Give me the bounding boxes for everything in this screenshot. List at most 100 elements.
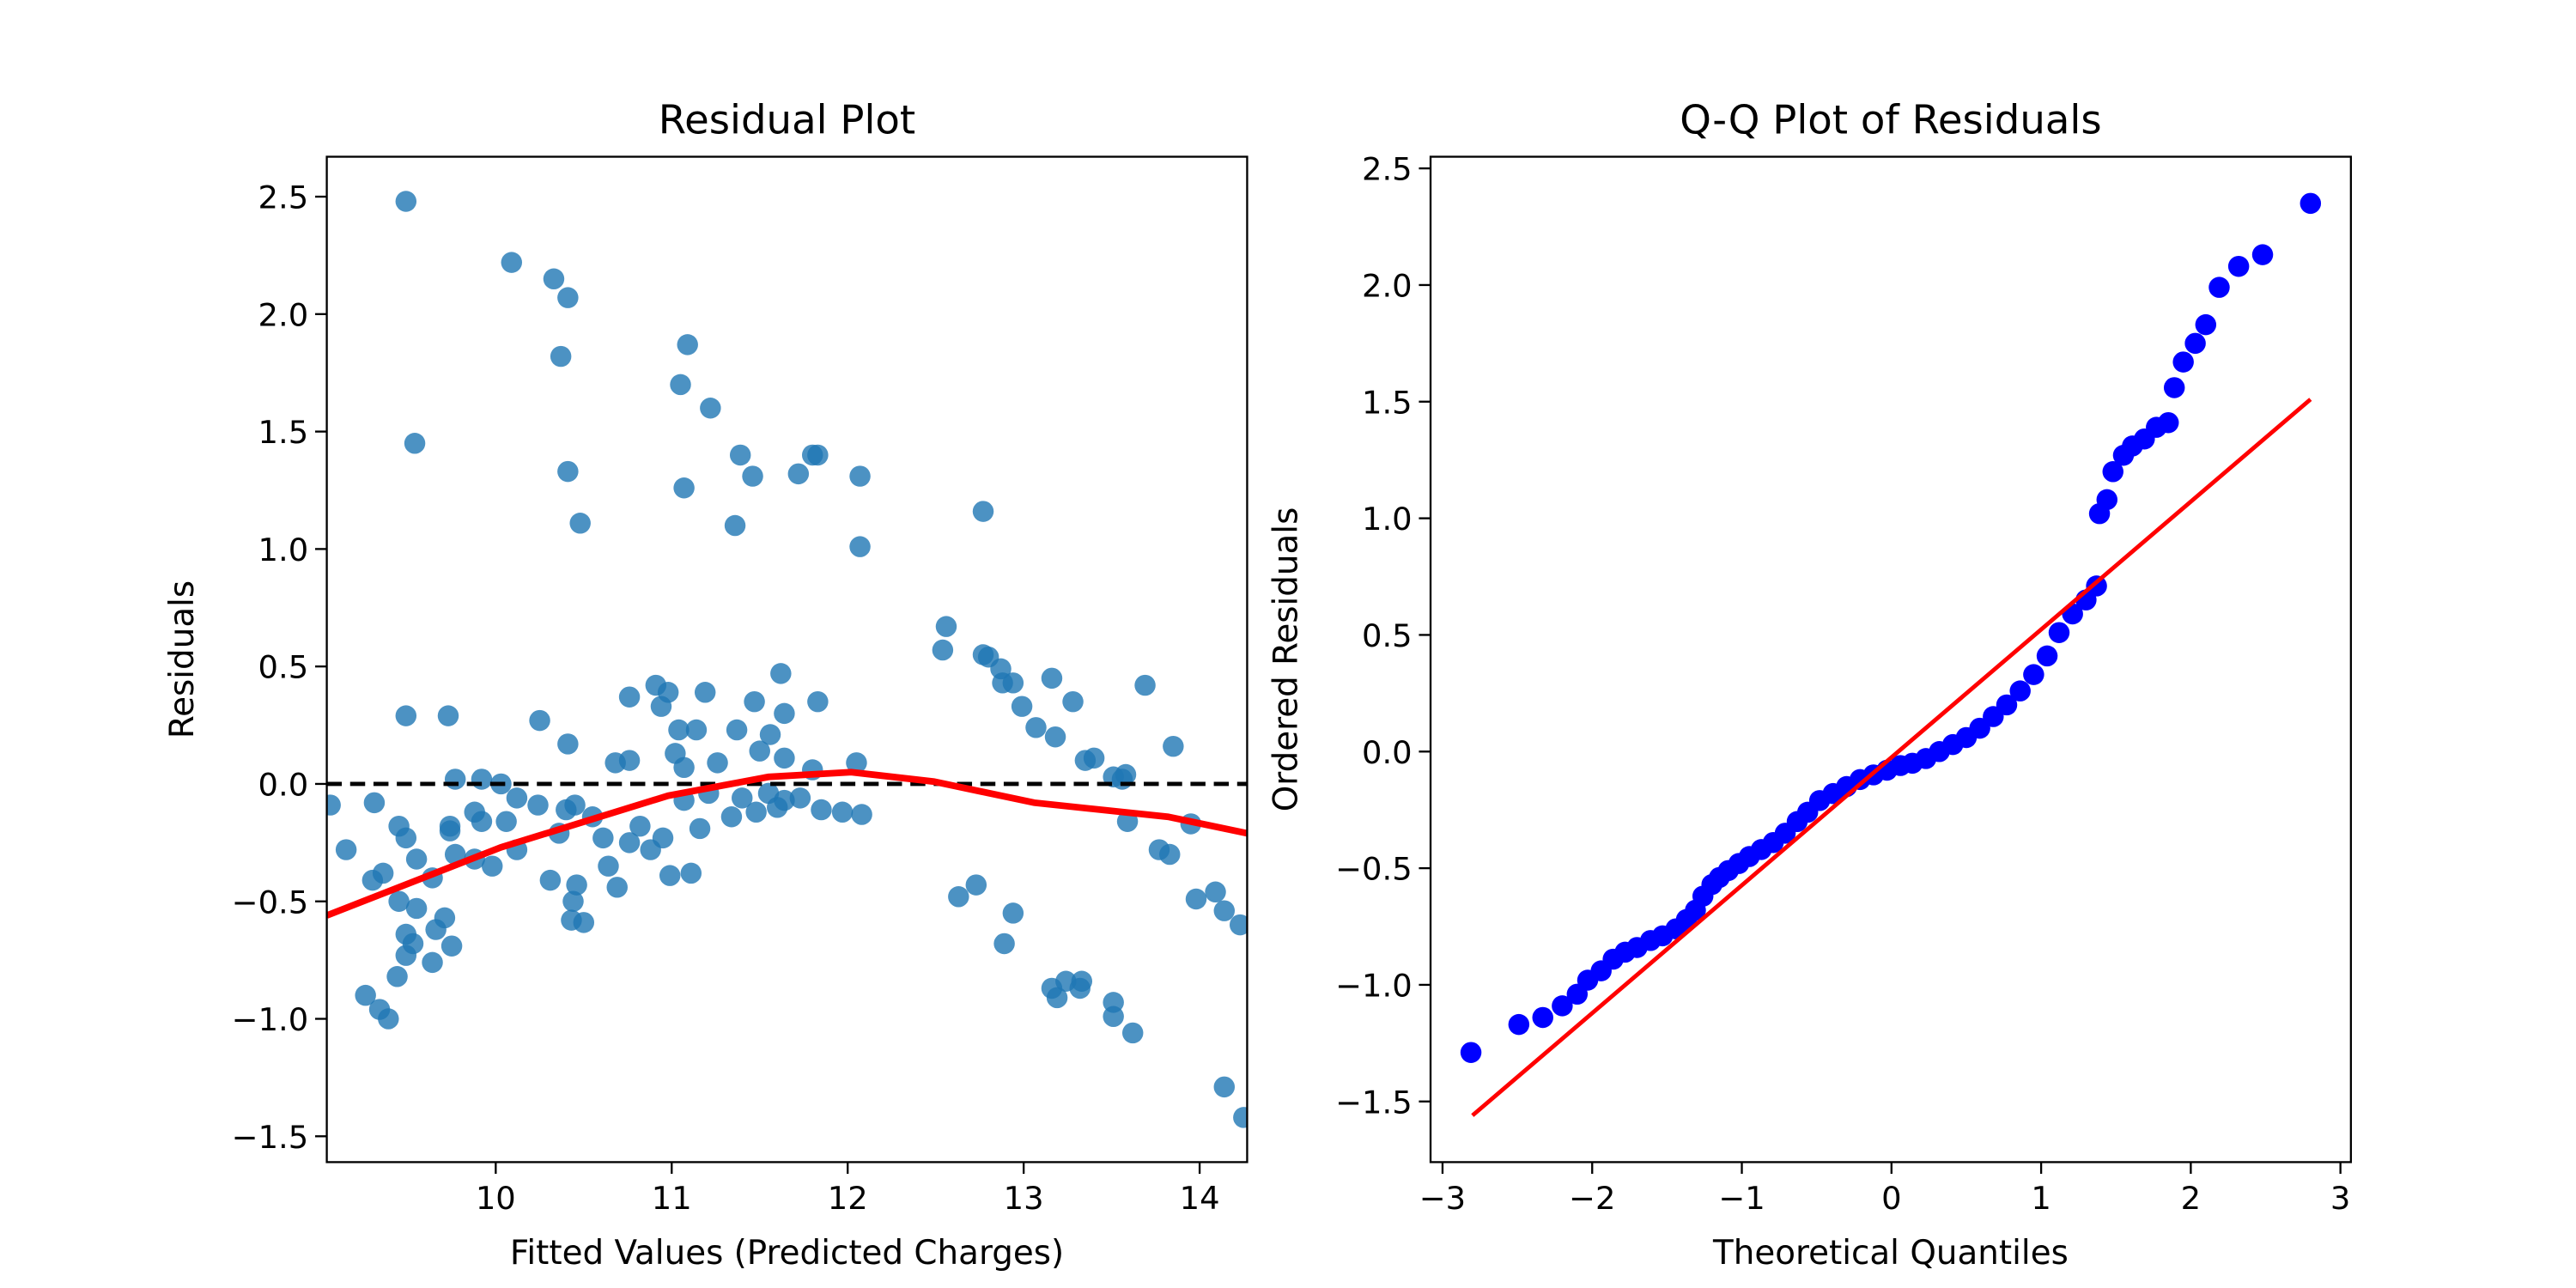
- point: [2158, 411, 2179, 434]
- point: [501, 252, 523, 273]
- point: [732, 787, 753, 809]
- point: [539, 869, 562, 891]
- point: [437, 705, 459, 726]
- point: [2048, 622, 2070, 643]
- y-tick-label: 1.5: [1362, 384, 1413, 421]
- point: [2096, 489, 2118, 511]
- y-tick-label: 2.0: [258, 296, 309, 333]
- point: [652, 827, 674, 849]
- point: [659, 865, 681, 886]
- x-tick-label: 12: [828, 1180, 868, 1217]
- x-tick-label: 0: [1881, 1180, 1901, 1217]
- point: [481, 855, 503, 877]
- point: [405, 848, 428, 870]
- x-tick-label: 13: [1004, 1180, 1044, 1217]
- point: [2023, 664, 2044, 685]
- point: [1011, 696, 1033, 717]
- y-tick-label: 2.0: [1362, 268, 1413, 305]
- point: [388, 890, 410, 912]
- x-tick-label: 1: [2031, 1180, 2050, 1217]
- point: [1025, 717, 1047, 738]
- y-tick-label: 1.0: [1362, 501, 1413, 538]
- point: [2172, 351, 2194, 373]
- y-tick-label: 2.5: [258, 179, 309, 216]
- point: [527, 794, 549, 816]
- point: [557, 733, 579, 755]
- x-tick-label: 2: [2181, 1180, 2201, 1217]
- fit-line: [1471, 398, 2312, 1117]
- point: [1233, 1107, 1248, 1128]
- point: [395, 827, 417, 849]
- point: [573, 912, 595, 933]
- point: [598, 855, 619, 877]
- y-axis-label: Residuals: [163, 580, 202, 738]
- x-axis-label: Fitted Values (Predicted Charges): [510, 1234, 1064, 1273]
- point: [689, 817, 711, 840]
- point: [2195, 313, 2217, 336]
- point: [506, 787, 528, 809]
- point: [1996, 694, 2018, 716]
- point: [670, 374, 691, 396]
- x-tick-label: −2: [1569, 1180, 1615, 1217]
- point: [618, 750, 641, 771]
- point: [932, 639, 954, 661]
- point: [745, 801, 767, 823]
- point: [618, 686, 641, 708]
- point: [774, 702, 795, 725]
- point: [1460, 1042, 1482, 1063]
- point: [569, 513, 591, 534]
- point: [742, 465, 763, 487]
- point: [395, 191, 417, 212]
- point: [629, 815, 651, 837]
- point: [700, 398, 721, 419]
- point: [831, 801, 854, 823]
- point: [550, 345, 572, 368]
- point: [425, 919, 447, 940]
- plot-area: [326, 191, 1248, 1128]
- point: [363, 792, 386, 814]
- point: [2227, 255, 2250, 277]
- point: [1083, 747, 1105, 769]
- y-tick-label: −1.0: [1335, 968, 1413, 1005]
- point: [326, 794, 341, 816]
- point: [440, 935, 463, 957]
- point: [557, 460, 579, 483]
- point: [724, 514, 746, 537]
- point: [1532, 1006, 1553, 1029]
- y-tick-label: 1.5: [258, 414, 309, 451]
- plot-area: [1460, 192, 2322, 1117]
- point: [606, 877, 628, 898]
- y-tick-label: 1.0: [258, 532, 309, 568]
- point: [807, 690, 829, 713]
- point: [1046, 987, 1068, 1009]
- point: [564, 794, 586, 816]
- point: [807, 444, 829, 466]
- point: [1121, 1022, 1144, 1044]
- y-tick-label: 0.5: [258, 649, 309, 686]
- point: [707, 752, 728, 774]
- point: [694, 682, 716, 703]
- point: [948, 886, 969, 908]
- point: [1044, 726, 1066, 748]
- point: [1213, 900, 1236, 921]
- point: [685, 719, 708, 741]
- point: [405, 897, 428, 920]
- y-tick-label: −1.5: [1335, 1084, 1413, 1121]
- point: [787, 463, 810, 485]
- point: [439, 820, 461, 841]
- y-tick-label: −1.0: [232, 1001, 309, 1038]
- point: [811, 799, 832, 821]
- y-tick-label: 2.5: [1362, 151, 1413, 188]
- chart-title: Residual Plot: [659, 96, 915, 143]
- y-tick-label: −0.5: [1335, 851, 1413, 888]
- point: [774, 789, 795, 811]
- point: [770, 663, 792, 684]
- point: [1552, 995, 1573, 1017]
- point: [1159, 843, 1181, 866]
- point: [668, 719, 690, 741]
- point: [2251, 244, 2274, 265]
- axes-frame: [1429, 155, 2353, 1163]
- point: [1230, 914, 1248, 936]
- point: [789, 787, 811, 809]
- point: [849, 536, 871, 557]
